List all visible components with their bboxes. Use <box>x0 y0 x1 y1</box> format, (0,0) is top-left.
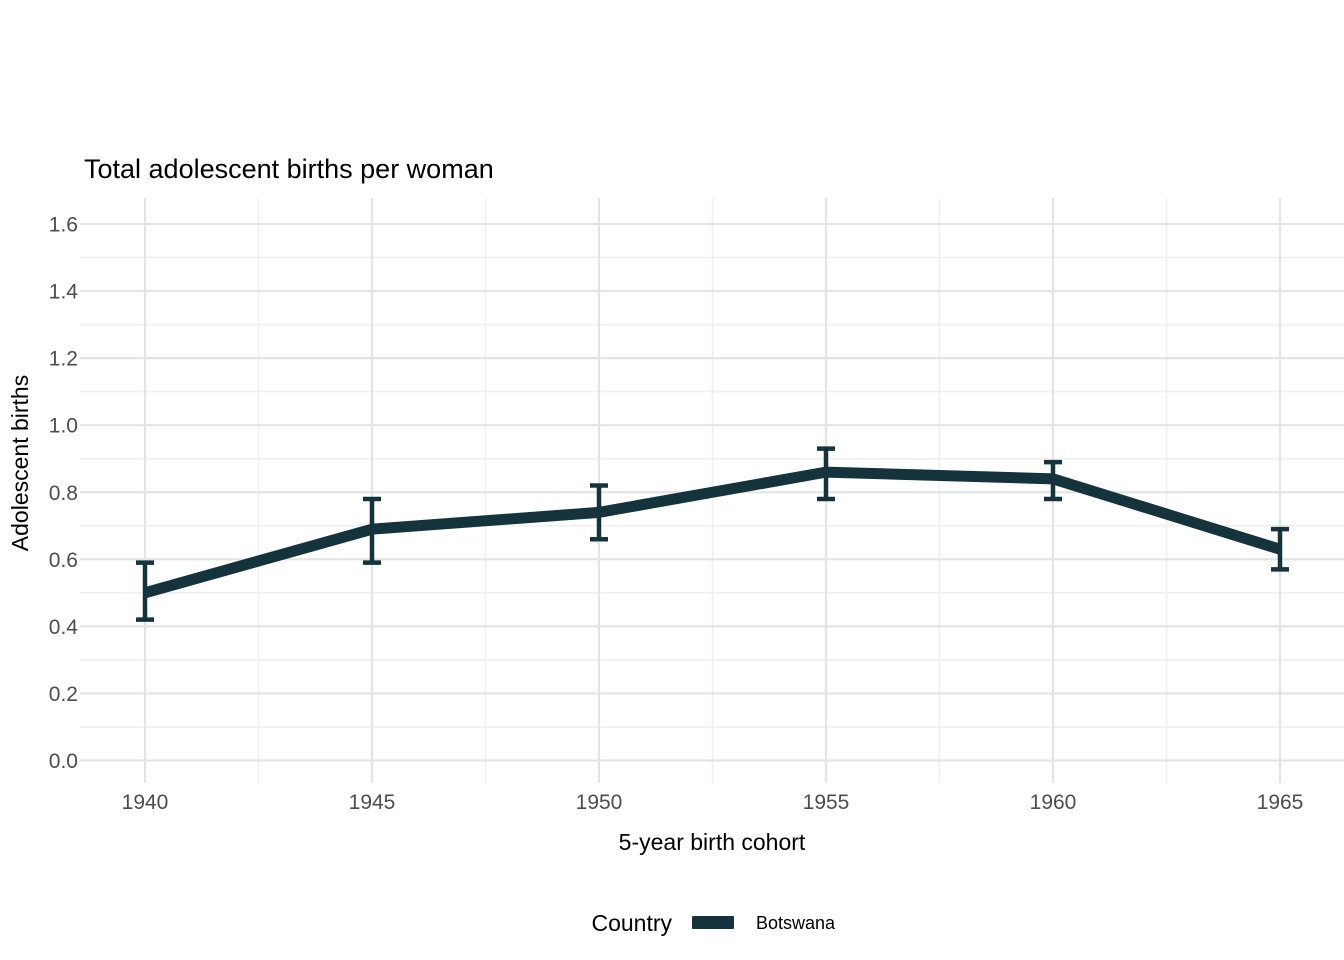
x-axis-tick-labels: 1940 1945 1950 1955 1960 1965 <box>122 791 1304 814</box>
y-tick-label: 1.6 <box>49 214 78 237</box>
data-line-botswana <box>143 466 1282 599</box>
x-tick-label: 1940 <box>122 791 169 814</box>
x-tick-label: 1960 <box>1030 791 1077 814</box>
x-axis-label: 5-year birth cohort <box>619 829 806 855</box>
y-tick-label: 1.4 <box>49 281 79 304</box>
error-bars <box>136 446 1289 622</box>
x-tick-label: 1955 <box>803 791 850 814</box>
y-axis-label: Adolescent births <box>7 375 33 551</box>
y-tick-label: 0.6 <box>49 549 78 572</box>
legend-label-botswana: Botswana <box>756 913 836 933</box>
legend-title: Country <box>591 910 672 936</box>
x-tick-label: 1945 <box>349 791 396 814</box>
y-tick-label: 0.2 <box>49 683 78 706</box>
y-tick-label: 0.4 <box>49 616 79 639</box>
legend-swatch-botswana <box>692 916 734 929</box>
x-tick-label: 1950 <box>576 791 623 814</box>
y-tick-label: 0.8 <box>49 482 78 505</box>
chart-title: Total adolescent births per woman <box>84 154 494 184</box>
y-tick-label: 1.2 <box>49 348 78 371</box>
data-line-group <box>143 466 1282 599</box>
y-tick-label: 0.0 <box>49 750 78 773</box>
y-tick-label: 1.0 <box>49 415 78 438</box>
y-axis-tick-labels: 0.0 0.2 0.4 0.6 0.8 1.0 1.2 1.4 1.6 <box>49 214 79 773</box>
x-tick-label: 1965 <box>1257 791 1304 814</box>
legend: Country Botswana <box>591 910 836 936</box>
gridlines-minor <box>80 198 1344 783</box>
